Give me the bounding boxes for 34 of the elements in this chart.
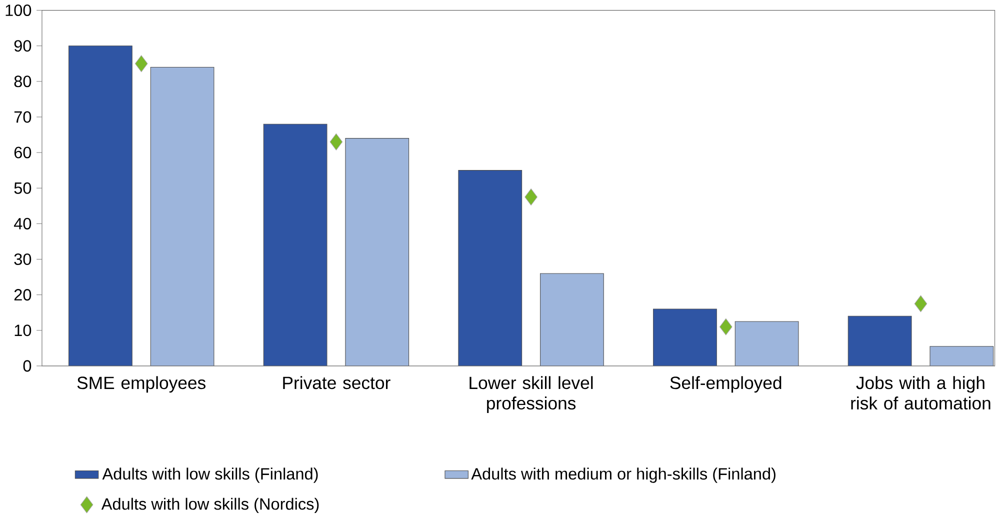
y-tick-label: 20 <box>14 288 32 301</box>
bar <box>263 124 328 366</box>
y-tick-label: 0 <box>23 360 32 372</box>
point <box>524 188 538 206</box>
legend-label: Adults with low skills (Nordics) <box>101 498 319 513</box>
y-tick-label: 40 <box>14 218 32 230</box>
bar <box>734 321 799 366</box>
y-tick-label: 50 <box>14 182 32 194</box>
point <box>330 133 343 150</box>
x-tick-label: Private sector <box>283 376 390 390</box>
y-tick-label: 60 <box>14 146 32 158</box>
y-tick-label: 30 <box>14 253 32 265</box>
bar <box>150 66 214 366</box>
point <box>914 295 928 312</box>
bar <box>68 46 132 366</box>
x-tick-label: Jobs with a high risk of automation <box>851 376 990 410</box>
y-tick-label: 90 <box>14 40 32 52</box>
bar <box>848 316 912 366</box>
x-tick-label: Lower skill level professions <box>470 376 593 413</box>
bar <box>458 170 522 366</box>
y-tick-label: 70 <box>14 111 32 123</box>
y-tick-label: 100 <box>6 4 32 16</box>
bar <box>653 308 717 366</box>
x-tick-label: Self-employed <box>670 376 782 393</box>
legend-label: Adults with low skills (Finland) <box>102 468 318 483</box>
legend-label: Adults with medium or high-skills (Finland) <box>471 468 776 483</box>
point <box>134 55 148 72</box>
y-tick-label: 80 <box>14 76 32 88</box>
bar <box>930 346 994 366</box>
x-tick-label: SME employees <box>77 376 206 393</box>
bar <box>345 138 410 366</box>
y-tick-label: 10 <box>14 324 32 336</box>
point <box>720 318 732 336</box>
bar <box>540 273 604 366</box>
